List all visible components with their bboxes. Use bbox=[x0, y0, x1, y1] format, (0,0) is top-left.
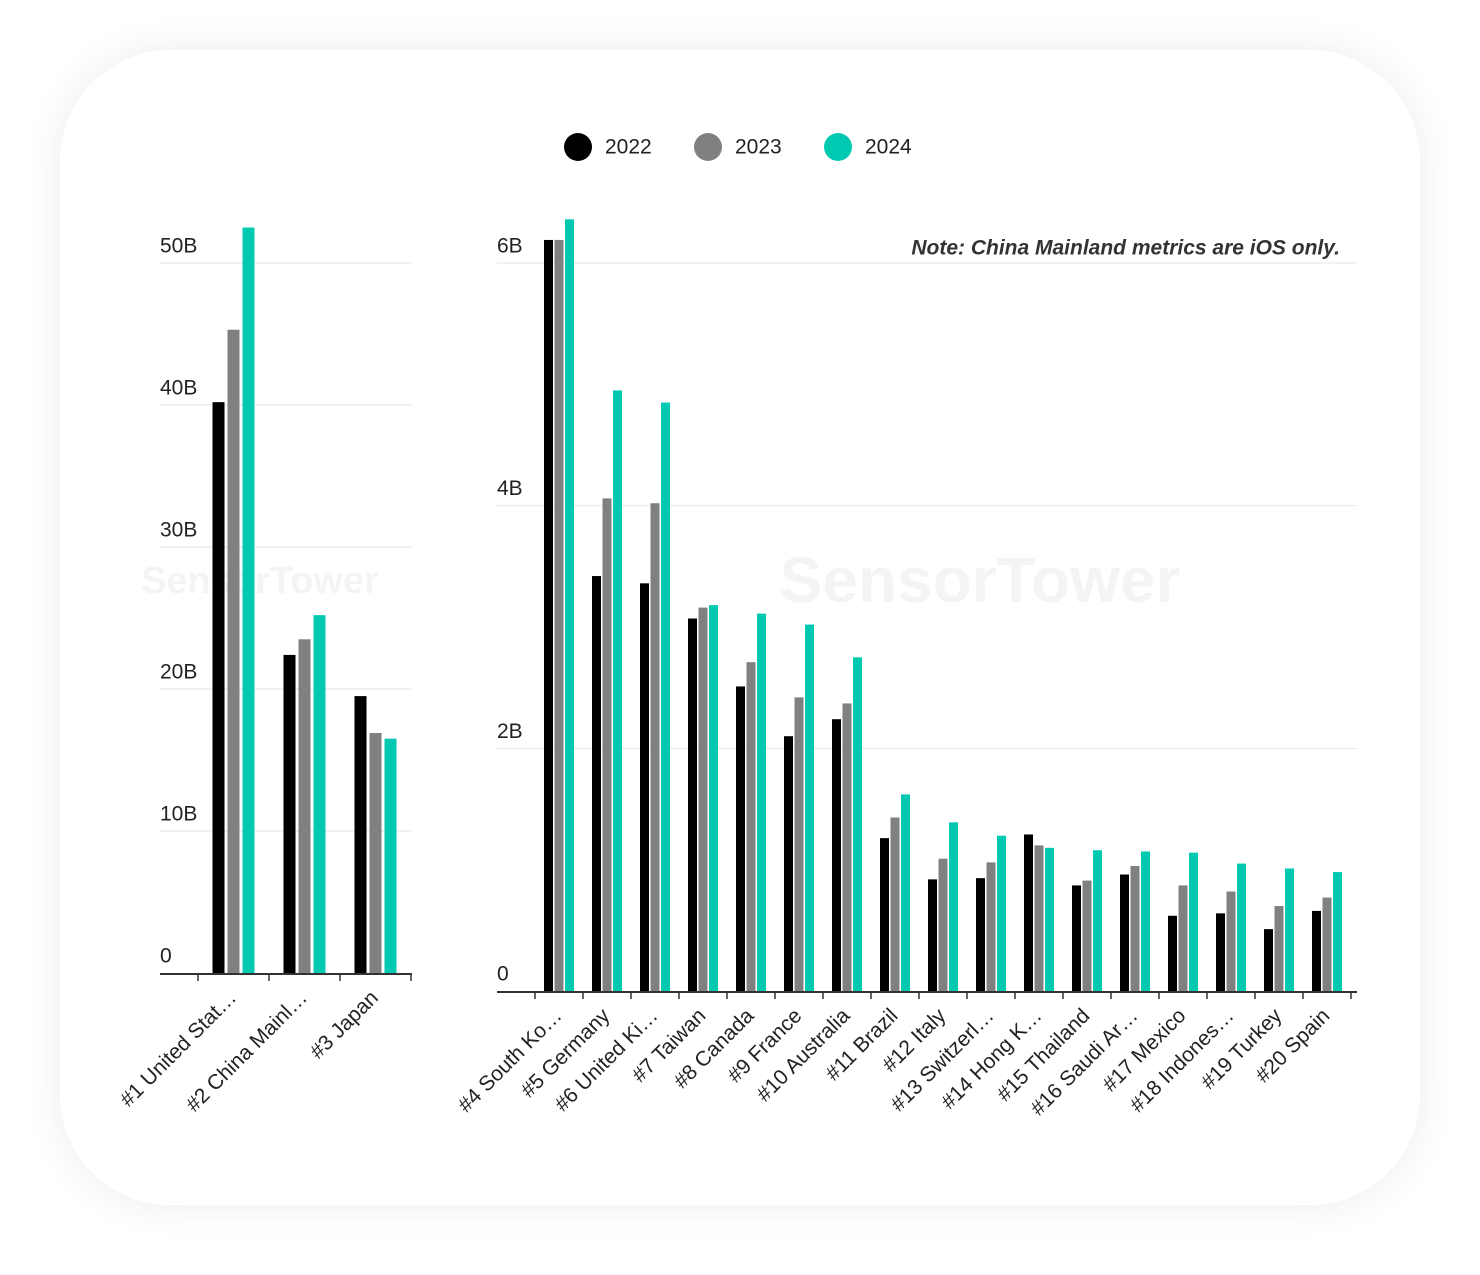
bar bbox=[661, 402, 670, 991]
bar bbox=[709, 605, 718, 991]
bar bbox=[313, 615, 326, 973]
bar bbox=[938, 858, 948, 991]
bar bbox=[1178, 885, 1188, 991]
bar bbox=[1093, 850, 1102, 991]
y-tick-label: 4B bbox=[497, 477, 523, 500]
bar bbox=[949, 822, 958, 991]
bar bbox=[212, 402, 225, 973]
bar bbox=[544, 239, 553, 992]
bar bbox=[853, 657, 862, 991]
bar bbox=[1189, 852, 1198, 991]
bar bbox=[736, 686, 745, 991]
legend-label: 2022 bbox=[605, 136, 652, 159]
bar bbox=[602, 498, 612, 991]
legend-label: 2024 bbox=[865, 136, 912, 159]
bar bbox=[1141, 851, 1150, 991]
bar bbox=[757, 613, 766, 991]
watermark: SensorTower bbox=[780, 544, 1181, 616]
x-tick-label: #1 United Stat… bbox=[116, 986, 241, 1111]
y-tick-label: 6B bbox=[497, 235, 523, 258]
y-tick-label: 40B bbox=[160, 377, 197, 400]
bar bbox=[242, 227, 255, 973]
legend-swatch bbox=[824, 133, 852, 161]
bar bbox=[1274, 906, 1284, 991]
bar bbox=[1285, 868, 1294, 991]
bar bbox=[928, 879, 937, 991]
bar bbox=[986, 862, 996, 991]
bar bbox=[805, 624, 814, 991]
bar bbox=[1237, 863, 1246, 991]
card bbox=[60, 50, 1420, 1205]
bar bbox=[354, 696, 367, 973]
bar bbox=[1034, 845, 1044, 991]
bar bbox=[613, 390, 622, 991]
bar bbox=[698, 607, 708, 991]
bar bbox=[1264, 929, 1273, 991]
note: Note: China Mainland metrics are iOS onl… bbox=[911, 237, 1340, 260]
bar bbox=[1130, 866, 1140, 991]
x-tick-label: #3 Japan bbox=[306, 986, 383, 1063]
y-tick-label: 20B bbox=[160, 661, 197, 684]
y-tick-label: 30B bbox=[160, 519, 197, 542]
bar bbox=[784, 736, 793, 991]
bar bbox=[901, 794, 910, 991]
bar bbox=[650, 503, 660, 991]
bar bbox=[688, 618, 697, 991]
bar bbox=[298, 639, 311, 973]
bar bbox=[746, 662, 756, 991]
y-tick-label: 0 bbox=[497, 963, 509, 986]
y-tick-label: 0 bbox=[160, 945, 172, 968]
bar bbox=[227, 329, 240, 973]
bar bbox=[1120, 874, 1129, 991]
legend-swatch bbox=[564, 133, 592, 161]
bar bbox=[880, 838, 889, 991]
bar bbox=[890, 817, 900, 991]
y-tick-label: 10B bbox=[160, 803, 197, 826]
bar bbox=[1216, 913, 1225, 991]
bar bbox=[997, 835, 1006, 991]
y-tick-label: 50B bbox=[160, 235, 197, 258]
bar bbox=[283, 654, 296, 973]
bar bbox=[794, 697, 804, 991]
y-tick-label: 2B bbox=[497, 720, 523, 743]
watermark: SensorTower bbox=[141, 560, 379, 602]
legend-swatch bbox=[694, 133, 722, 161]
bar bbox=[842, 703, 852, 991]
bar bbox=[640, 583, 649, 991]
bar bbox=[1226, 891, 1236, 991]
bar bbox=[1024, 834, 1033, 991]
bar bbox=[565, 219, 574, 991]
bar bbox=[1168, 915, 1177, 991]
bar bbox=[1322, 897, 1332, 991]
bar bbox=[1312, 910, 1321, 991]
bar bbox=[554, 239, 564, 992]
bar bbox=[369, 733, 382, 973]
bar bbox=[1045, 847, 1054, 991]
bar bbox=[1082, 880, 1092, 991]
bar bbox=[976, 878, 985, 991]
bar bbox=[592, 576, 601, 991]
x-tick-label: #2 China Mainl… bbox=[182, 986, 312, 1116]
bar bbox=[1333, 872, 1342, 991]
bar bbox=[384, 738, 397, 973]
legend-label: 2023 bbox=[735, 136, 782, 159]
bar bbox=[1072, 885, 1081, 991]
bar bbox=[832, 719, 841, 991]
